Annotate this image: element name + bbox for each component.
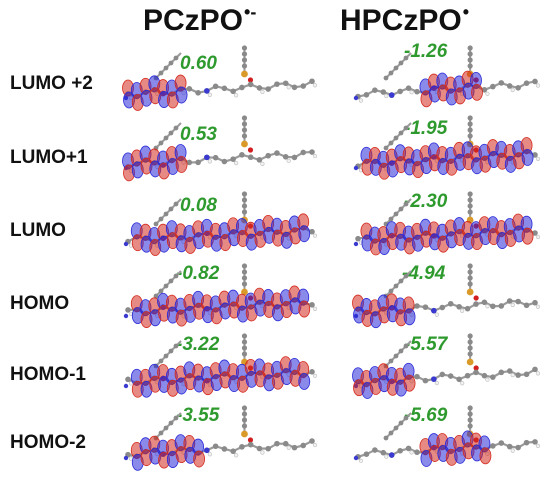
energy-pczpo-homo-minus-1: -3.22 xyxy=(176,334,220,355)
row-label-homo-minus-1: HOMO-1 xyxy=(10,364,86,385)
energy-pczpo-lumo: 0.08 xyxy=(180,195,217,216)
energy-hpczpo-homo-minus-2: -5.69 xyxy=(404,405,448,426)
orbital-rendering-hpczpo-0 xyxy=(353,45,541,108)
orbital-rendering-hpczpo-3 xyxy=(352,263,541,329)
orbital-rendering-pczpo-4 xyxy=(123,333,318,398)
orbital-rendering-hpczpo-5 xyxy=(353,405,541,467)
row-label-lumo-plus-2: LUMO +2 xyxy=(10,73,93,94)
header-pczpo-name: PCzPO xyxy=(143,4,244,37)
orbital-rendering-pczpo-3 xyxy=(123,263,318,328)
energy-hpczpo-lumo: -2.30 xyxy=(404,191,448,212)
orbital-rendering-hpczpo-4 xyxy=(352,333,541,399)
header-pczpo: PCzPO•- xyxy=(143,2,257,38)
orbital-rendering-pczpo-5 xyxy=(123,405,318,471)
orbital-rendering-pczpo-2 xyxy=(123,191,318,256)
energy-pczpo-lumo-plus-1: 0.53 xyxy=(180,124,217,145)
energy-pczpo-homo: -0.82 xyxy=(176,263,220,284)
energy-hpczpo-lumo-plus-1: -1.95 xyxy=(404,118,448,139)
row-label-lumo-plus-1: LUMO+1 xyxy=(10,147,88,168)
energy-hpczpo-lumo-plus-2: -1.26 xyxy=(404,41,448,62)
orbital-rendering-hpczpo-1 xyxy=(353,115,541,180)
energy-pczpo-homo-minus-2: -3.55 xyxy=(176,405,220,426)
row-label-homo: HOMO xyxy=(10,293,70,314)
header-pczpo-superscript: •- xyxy=(244,2,257,22)
orbital-rendering-pczpo-1 xyxy=(122,115,318,182)
energy-hpczpo-homo: -4.94 xyxy=(402,263,446,284)
energy-pczpo-lumo-plus-2: 0.60 xyxy=(180,53,217,74)
row-label-lumo: LUMO xyxy=(10,220,66,241)
energy-hpczpo-homo-minus-1: -5.57 xyxy=(404,334,448,355)
orbital-rendering-hpczpo-2 xyxy=(353,191,541,256)
orbital-rendering-pczpo-0 xyxy=(122,45,318,111)
row-label-homo-minus-2: HOMO-2 xyxy=(10,432,86,453)
header-hpczpo-name: HPCzPO xyxy=(340,4,462,37)
header-hpczpo: HPCzPO• xyxy=(340,2,469,38)
header-hpczpo-superscript: • xyxy=(462,2,469,22)
